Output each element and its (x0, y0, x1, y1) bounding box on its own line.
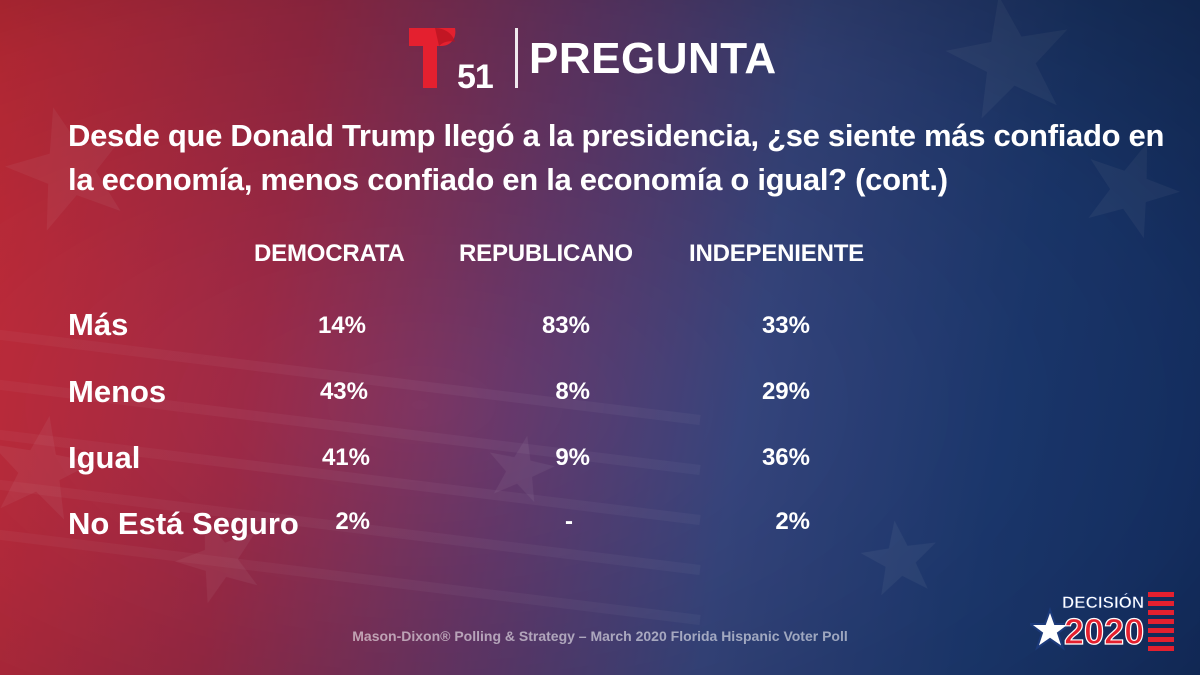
column-header-democrata: DEMOCRATA (254, 240, 405, 267)
cell-menos-independiente: 29% (761, 378, 810, 405)
header: 51 PREGUNTA (405, 26, 805, 96)
decision-2020-badge: DECISIÓN 2020 (1030, 592, 1174, 653)
page-title: PREGUNTA (529, 34, 777, 83)
channel-number: 51 (457, 58, 494, 96)
row-label-menos: Menos (68, 374, 167, 409)
column-header-republicano: REPUBLICANO (459, 240, 633, 267)
cell-mas-independiente: 33% (761, 312, 810, 339)
cell-igual-independiente: 36% (761, 444, 810, 471)
badge-line2: 2020 (1064, 611, 1144, 652)
flag-stripes-icon (1148, 592, 1174, 651)
cell-menos-democrata: 43% (319, 378, 368, 405)
row-label-igual: Igual (68, 440, 141, 475)
column-header-independiente: INDEPENIENTE (689, 240, 864, 267)
cell-no-esta-seguro-democrata: 2% (335, 508, 370, 535)
source-footnote: Mason-Dixon® Polling & Strategy – March … (352, 628, 848, 644)
cell-no-esta-seguro-republicano: - (565, 508, 573, 535)
row-label-no-esta-seguro: No Está Seguro (68, 506, 299, 541)
cell-mas-democrata: 14% (317, 312, 366, 339)
badge-line1: DECISIÓN (1062, 593, 1144, 612)
question-text: Desde que Donald Trump llegó a la presid… (68, 118, 1165, 197)
cell-igual-republicano: 9% (555, 444, 590, 471)
cell-menos-republicano: 8% (555, 378, 590, 405)
header-divider (515, 28, 518, 88)
cell-mas-republicano: 83% (541, 312, 590, 339)
telemundo-t-logo (409, 28, 456, 88)
row-label-mas: Más (68, 307, 129, 342)
star-icon (1030, 607, 1073, 651)
cell-no-esta-seguro-independiente: 2% (775, 508, 810, 535)
cell-igual-democrata: 41% (321, 444, 370, 471)
